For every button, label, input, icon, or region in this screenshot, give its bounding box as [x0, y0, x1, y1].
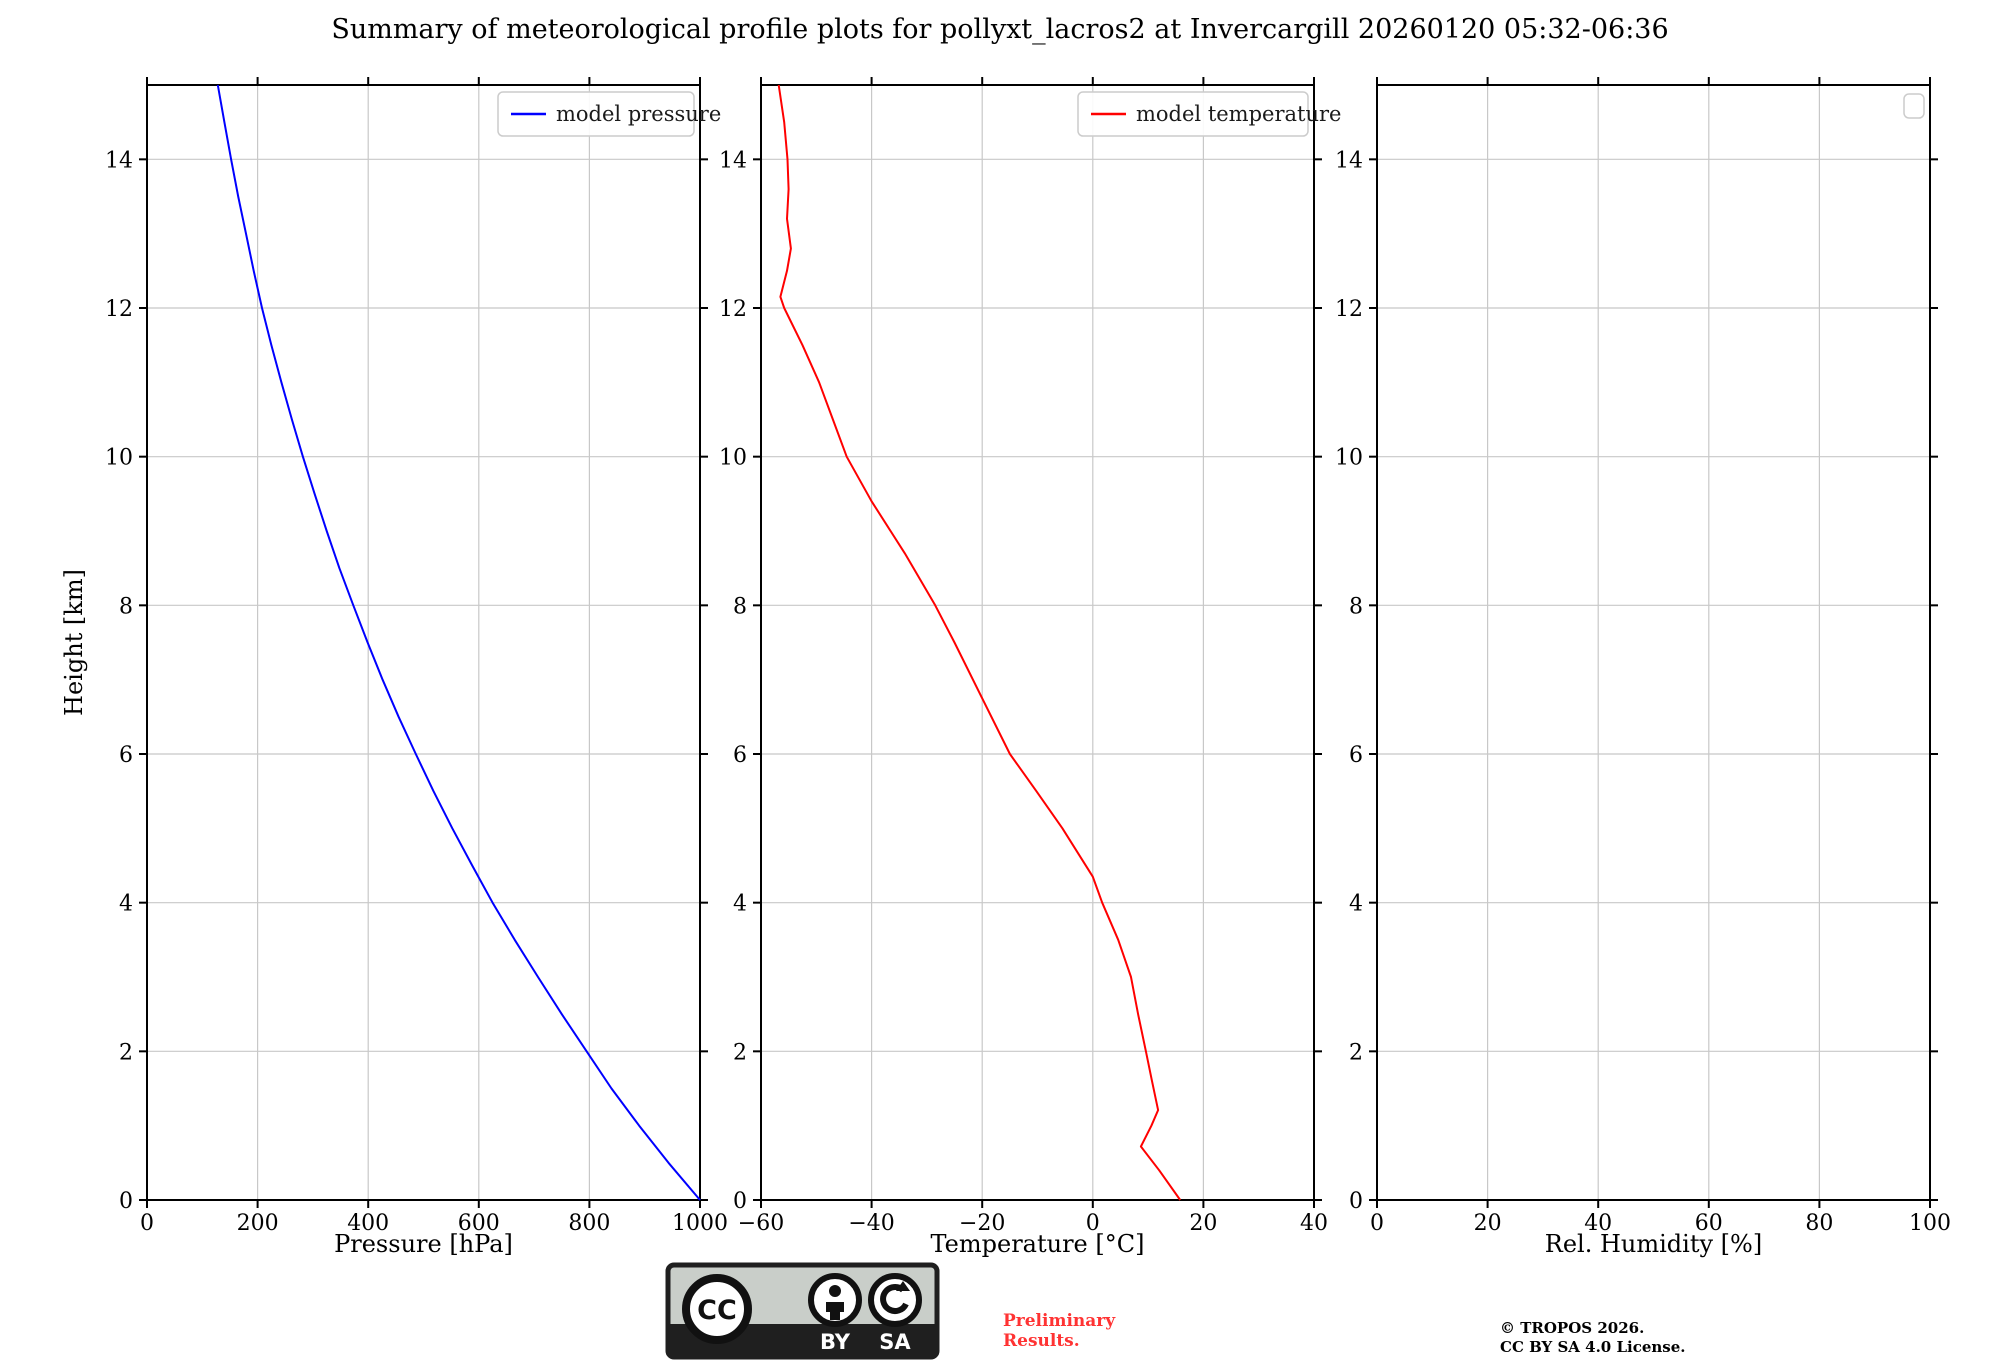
by-person-head-icon: [829, 1285, 841, 1297]
x-tick-label: 0: [1370, 1211, 1384, 1236]
x-tick-label: 200: [237, 1211, 279, 1236]
y-tick-label: 10: [105, 446, 133, 471]
x-tick-label: −20: [959, 1211, 1005, 1236]
badge-sa-label: SA: [879, 1330, 911, 1354]
y-tick-label: 8: [119, 594, 133, 619]
x-tick-label: 0: [140, 1211, 154, 1236]
x-axis-label: Pressure [hPa]: [334, 1230, 513, 1258]
x-axis-label: Temperature [°C]: [931, 1230, 1145, 1258]
sa-circle-icon: [868, 1273, 922, 1327]
y-tick-label: 12: [105, 297, 133, 322]
y-tick-label: 14: [105, 148, 133, 173]
pressure-panel: 0 200 400 600 800 1000 0 2 4 6 8 10 12 14 Pressure [hP…: [60, 77, 728, 1258]
legend-label: model temperature: [1136, 102, 1341, 126]
copyright-note: © TROPOS 2026. CC BY SA 4.0 License.: [1500, 1319, 1686, 1357]
preliminary-line2: Results.: [1003, 1331, 1080, 1352]
by-circle-icon: [808, 1273, 862, 1327]
y-tick-label: 4: [1349, 892, 1363, 917]
x-tick-label: 1000: [672, 1211, 728, 1236]
y-tick-label: 6: [733, 743, 747, 768]
cc-circle-icon: [682, 1274, 752, 1344]
copyright-line1: © TROPOS 2026.: [1500, 1319, 1645, 1337]
copyright-line2: CC BY SA 4.0 License.: [1500, 1337, 1686, 1356]
x-tick-label: 20: [1189, 1211, 1217, 1236]
y-tick-label: 2: [1349, 1040, 1363, 1065]
y-tick-label: 4: [733, 892, 747, 917]
legend-label: model pressure: [556, 102, 721, 126]
x-tick-label: 400: [347, 1211, 389, 1236]
axes-frame: [760, 84, 1315, 1201]
y-tick-label: 0: [119, 1189, 133, 1214]
x-tick-label: 40: [1584, 1211, 1612, 1236]
x-tick-label: 60: [1695, 1211, 1723, 1236]
x-tick-label: 40: [1300, 1211, 1328, 1236]
temperature-curve: [777, 84, 1182, 1201]
y-tick-label: 0: [1349, 1189, 1363, 1214]
y-tick-label: 8: [733, 594, 747, 619]
figure-title: Summary of meteorological profile plots …: [331, 14, 1669, 45]
x-tick-label: −60: [738, 1211, 784, 1236]
y-tick-label: 4: [119, 892, 133, 917]
x-tick-label: 0: [1086, 1211, 1100, 1236]
x-tick-label: 600: [458, 1211, 500, 1236]
legend-box-empty: [1903, 93, 1925, 119]
y-tick-label: 14: [1335, 148, 1363, 173]
preliminary-results-note: Preliminary Results.: [1003, 1311, 1115, 1352]
x-tick-label: 80: [1805, 1211, 1833, 1236]
x-tick-label: 800: [568, 1211, 610, 1236]
y-tick-label: 6: [1349, 743, 1363, 768]
y-tick-label: 0: [733, 1189, 747, 1214]
y-tick-label: 10: [719, 446, 747, 471]
axes-frame: [1376, 84, 1931, 1201]
y-tick-label: 14: [719, 148, 747, 173]
x-tick-label: −40: [848, 1211, 894, 1236]
y-tick-label: 8: [1349, 594, 1363, 619]
by-person-body-icon: [826, 1302, 844, 1320]
y-axis-label: Height [km]: [60, 569, 88, 716]
y-tick-label: 12: [1335, 297, 1363, 322]
pressure-curve: [216, 84, 701, 1201]
legend-box: [1077, 91, 1309, 137]
sa-arrow-icon: [880, 1284, 909, 1314]
cc-by-sa-badge: CC BY SA: [665, 1262, 940, 1360]
y-tick-label: 6: [119, 743, 133, 768]
humidity-panel: 0 20 40 60 80 100 0 2 4 6 8 10 12 14 Rel. Humidity [%]: [1335, 77, 1951, 1258]
x-tick-label: 20: [1474, 1211, 1502, 1236]
badge-by-label: BY: [820, 1330, 851, 1354]
sa-arrowhead-icon: [896, 1281, 910, 1291]
cc-circle-label: CC: [697, 1295, 737, 1326]
y-tick-label: 12: [719, 297, 747, 322]
y-tick-label: 2: [733, 1040, 747, 1065]
x-tick-label: 100: [1909, 1211, 1951, 1236]
temperature-panel: −60 −40 −20 0 20 40 0 2 4 6 8 10 12 14 Temperature [°C…: [719, 77, 1341, 1258]
x-axis-label: Rel. Humidity [%]: [1545, 1230, 1762, 1258]
legend-box: [497, 91, 695, 137]
y-tick-label: 10: [1335, 446, 1363, 471]
axes-frame: [146, 84, 701, 1201]
preliminary-line1: Preliminary: [1003, 1311, 1116, 1331]
y-tick-label: 2: [119, 1040, 133, 1065]
